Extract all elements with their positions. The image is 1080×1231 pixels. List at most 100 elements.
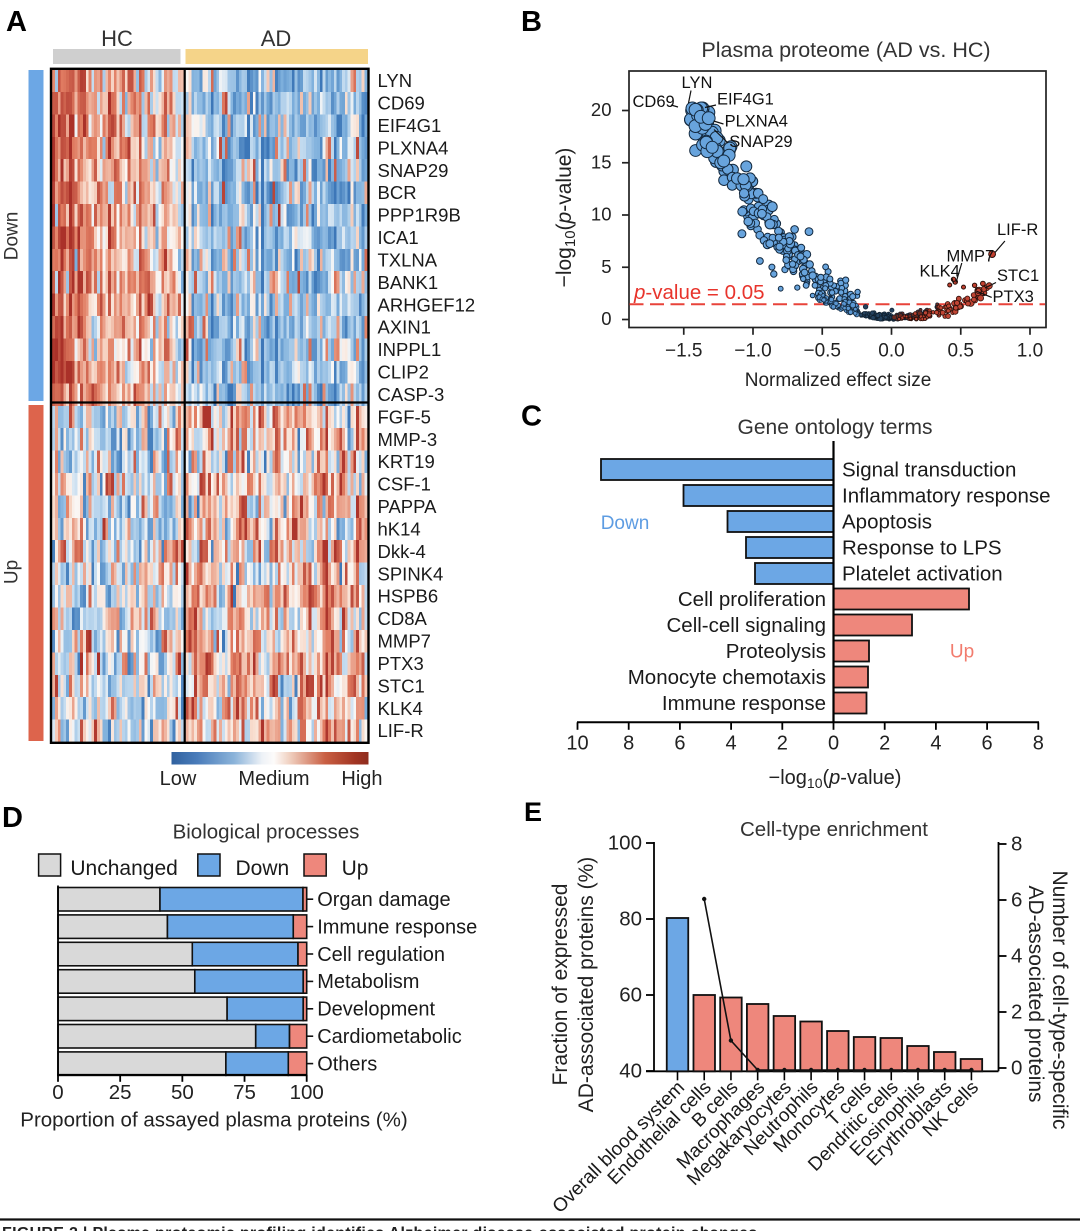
svg-text:STC1: STC1: [378, 675, 425, 696]
svg-text:Proteolysis: Proteolysis: [726, 640, 826, 663]
svg-text:HSPB6: HSPB6: [378, 586, 439, 607]
svg-text:4: 4: [1011, 945, 1022, 968]
svg-text:75: 75: [233, 1081, 256, 1104]
svg-text:MMP7: MMP7: [947, 248, 995, 266]
svg-text:B: B: [521, 6, 542, 38]
svg-text:10: 10: [566, 733, 588, 755]
svg-text:Metabolism: Metabolism: [317, 971, 419, 993]
svg-text:Down: Down: [236, 857, 290, 880]
svg-text:BANK1: BANK1: [378, 272, 439, 293]
svg-text:LYN: LYN: [682, 74, 713, 92]
svg-text:EIF4G1: EIF4G1: [717, 91, 774, 109]
svg-text:p-value = 0.05: p-value = 0.05: [633, 281, 765, 304]
svg-text:MMP-3: MMP-3: [378, 429, 438, 450]
svg-text:INPPL1: INPPL1: [378, 339, 442, 360]
svg-text:LYN: LYN: [378, 70, 413, 91]
svg-text:AD-associated proteins: AD-associated proteins: [1024, 885, 1047, 1102]
svg-text:PAPPA: PAPPA: [378, 496, 438, 517]
svg-text:40: 40: [619, 1060, 642, 1083]
svg-text:2: 2: [1011, 1001, 1022, 1024]
svg-text:0: 0: [601, 308, 611, 329]
svg-text:Normalized effect size: Normalized effect size: [745, 370, 932, 391]
svg-text:C: C: [521, 401, 542, 433]
svg-text:Cell-type enrichment: Cell-type enrichment: [740, 818, 928, 841]
svg-text:−0.5: −0.5: [803, 341, 841, 362]
svg-text:4: 4: [726, 733, 737, 755]
svg-text:FGF-5: FGF-5: [378, 406, 431, 427]
svg-text:100: 100: [290, 1081, 324, 1104]
svg-text:4: 4: [930, 733, 941, 755]
svg-text:Cardiometabolic: Cardiometabolic: [317, 1026, 462, 1048]
svg-text:AD: AD: [261, 26, 292, 51]
svg-text:E: E: [524, 797, 542, 827]
svg-text:Fraction of expressed: Fraction of expressed: [549, 884, 572, 1086]
svg-text:60: 60: [619, 984, 642, 1007]
svg-text:Response to LPS: Response to LPS: [842, 537, 1002, 560]
svg-text:−1.0: −1.0: [734, 341, 772, 362]
svg-text:Others: Others: [317, 1053, 377, 1075]
svg-text:PLXNA4: PLXNA4: [725, 113, 788, 131]
svg-text:Platelet activation: Platelet activation: [842, 563, 1003, 586]
svg-text:Gene ontology terms: Gene ontology terms: [738, 416, 933, 439]
svg-text:AXIN1: AXIN1: [378, 317, 431, 338]
svg-text:CSF-1: CSF-1: [378, 474, 431, 495]
svg-text:Immune response: Immune response: [317, 916, 477, 938]
svg-text:EIF4G1: EIF4G1: [378, 115, 442, 136]
svg-text:PPP1R9B: PPP1R9B: [378, 205, 461, 226]
svg-text:CD8A: CD8A: [378, 608, 428, 629]
svg-text:Cell proliferation: Cell proliferation: [678, 588, 826, 611]
svg-text:8: 8: [1033, 733, 1044, 755]
svg-text:6: 6: [674, 733, 685, 755]
svg-text:100: 100: [608, 832, 642, 855]
svg-text:TXLNA: TXLNA: [378, 249, 438, 270]
svg-text:D: D: [2, 802, 23, 834]
svg-text:SNAP29: SNAP29: [378, 160, 449, 181]
svg-text:2: 2: [777, 733, 788, 755]
svg-text:PTX3: PTX3: [993, 288, 1034, 306]
svg-text:80: 80: [619, 908, 642, 931]
svg-text:ARHGEF12: ARHGEF12: [378, 294, 476, 315]
svg-text:Dkk-4: Dkk-4: [378, 541, 426, 562]
svg-text:PTX3: PTX3: [378, 653, 424, 674]
svg-text:Immune response: Immune response: [662, 692, 826, 715]
svg-text:5: 5: [601, 256, 611, 277]
svg-text:Cell regulation: Cell regulation: [317, 944, 445, 966]
svg-text:FIGURE 2 | Plasma proteomic pr: FIGURE 2 | Plasma proteomic profiling id…: [2, 1225, 758, 1231]
svg-text:Biological processes: Biological processes: [173, 821, 360, 844]
svg-text:MMP7: MMP7: [378, 631, 431, 652]
svg-text:Up: Up: [342, 857, 369, 880]
svg-text:Up: Up: [950, 642, 974, 663]
svg-text:SPINK4: SPINK4: [378, 563, 444, 584]
svg-text:−log10(p-value): −log10(p-value): [769, 767, 902, 791]
svg-text:CLIP2: CLIP2: [378, 362, 429, 383]
svg-text:CASP-3: CASP-3: [378, 384, 445, 405]
svg-text:Low: Low: [160, 768, 197, 790]
svg-text:0.0: 0.0: [878, 341, 904, 362]
svg-text:25: 25: [109, 1081, 132, 1104]
svg-text:KLK4: KLK4: [920, 263, 960, 281]
svg-text:8: 8: [1011, 833, 1022, 856]
svg-text:PLXNA4: PLXNA4: [378, 137, 449, 158]
svg-text:50: 50: [171, 1081, 194, 1104]
svg-text:KLK4: KLK4: [378, 698, 423, 719]
svg-text:6: 6: [1011, 889, 1022, 912]
svg-text:0.5: 0.5: [948, 341, 974, 362]
svg-text:Monocyte chemotaxis: Monocyte chemotaxis: [628, 666, 826, 689]
svg-text:Overall blood system: Overall blood system: [549, 1077, 689, 1217]
svg-text:Unchanged: Unchanged: [70, 857, 177, 880]
svg-text:−1.5: −1.5: [665, 341, 703, 362]
svg-text:Cell-cell signaling: Cell-cell signaling: [666, 614, 826, 637]
svg-text:Apoptosis: Apoptosis: [842, 511, 932, 534]
svg-text:−log10(p-value): −log10(p-value): [553, 148, 579, 288]
svg-text:CD69: CD69: [633, 93, 675, 111]
svg-text:A: A: [6, 6, 27, 38]
svg-text:Proportion of assayed plasma p: Proportion of assayed plasma proteins (%…: [20, 1109, 407, 1132]
svg-text:hK14: hK14: [378, 518, 421, 539]
svg-text:8: 8: [623, 733, 634, 755]
svg-text:Inflammatory response: Inflammatory response: [842, 485, 1051, 508]
svg-text:LIF-R: LIF-R: [997, 221, 1038, 239]
svg-text:BCR: BCR: [378, 182, 417, 203]
svg-text:CD69: CD69: [378, 93, 425, 114]
svg-text:KRT19: KRT19: [378, 451, 435, 472]
svg-text:LIF-R: LIF-R: [378, 720, 424, 741]
